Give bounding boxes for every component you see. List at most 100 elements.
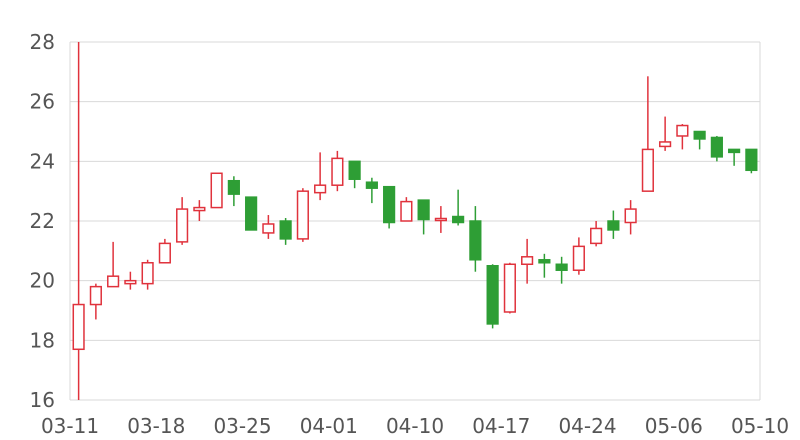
candle-body-up bbox=[503, 263, 516, 313]
candle-layer bbox=[72, 42, 758, 400]
candle-body-down bbox=[745, 148, 758, 172]
candle-body-up bbox=[72, 303, 85, 351]
candle bbox=[728, 148, 741, 166]
candle-body-up bbox=[572, 245, 585, 271]
candle bbox=[365, 177, 378, 204]
candle-body-down bbox=[538, 259, 551, 264]
candle bbox=[400, 197, 413, 222]
candle bbox=[624, 200, 637, 235]
candle bbox=[486, 264, 499, 329]
candle-body-up bbox=[659, 141, 672, 148]
candle-body-down bbox=[383, 185, 396, 224]
candle-body-up bbox=[296, 190, 309, 240]
candle bbox=[227, 176, 240, 207]
candle-body-up bbox=[400, 200, 413, 222]
candle-body-up bbox=[89, 285, 102, 306]
candle-body-up bbox=[624, 208, 637, 224]
candle bbox=[348, 160, 361, 189]
candle-body-down bbox=[279, 220, 292, 240]
candle bbox=[210, 172, 223, 209]
candle bbox=[72, 42, 85, 400]
y-tick-label: 16 bbox=[30, 388, 55, 412]
candle-body-down bbox=[348, 160, 361, 180]
x-tick-label: 05-06 bbox=[645, 414, 703, 438]
y-tick-label: 22 bbox=[30, 209, 55, 233]
candle bbox=[710, 135, 723, 162]
candle bbox=[331, 150, 344, 192]
y-tick-label: 18 bbox=[30, 328, 55, 352]
candle bbox=[176, 197, 189, 245]
candle-body-up bbox=[107, 275, 120, 288]
candle-body-up bbox=[176, 208, 189, 243]
candle bbox=[607, 210, 620, 239]
candle-body-up bbox=[158, 242, 171, 264]
candle-body-down bbox=[710, 136, 723, 158]
candle-body-up bbox=[314, 184, 327, 194]
candle-body-down bbox=[693, 130, 706, 140]
candle-body-down bbox=[227, 179, 240, 195]
candle bbox=[538, 253, 551, 278]
candle bbox=[383, 185, 396, 229]
candle-body-up bbox=[590, 227, 603, 245]
candle-body-up bbox=[124, 279, 137, 285]
candle bbox=[279, 218, 292, 245]
candle-body-up bbox=[521, 256, 534, 266]
grid-layer bbox=[69, 41, 761, 401]
candle-body-down bbox=[486, 265, 499, 325]
candle-body-down bbox=[452, 215, 465, 224]
candle-body-down bbox=[607, 220, 620, 231]
axis-layer: 16 18 20 22 24 26 28 03-11 03-18 03-25 04-01 04-10 0… bbox=[30, 30, 790, 438]
candle bbox=[503, 262, 516, 314]
x-tick-label: 03-11 bbox=[41, 414, 99, 438]
x-tick-label: 04-24 bbox=[558, 414, 616, 438]
candle bbox=[124, 271, 137, 290]
candle-body-up bbox=[262, 223, 275, 234]
candle-body-up bbox=[210, 172, 223, 209]
candle bbox=[745, 148, 758, 174]
candle bbox=[296, 188, 309, 242]
candle-body-up bbox=[641, 148, 654, 192]
candle-body-up bbox=[434, 217, 447, 222]
candle bbox=[158, 238, 171, 264]
candle bbox=[193, 200, 206, 221]
candle-body-down bbox=[469, 220, 482, 261]
x-tick-label: 04-01 bbox=[300, 414, 358, 438]
candle bbox=[659, 116, 672, 151]
x-tick-label: 04-17 bbox=[472, 414, 530, 438]
candle-body-down bbox=[245, 196, 258, 231]
y-tick-label: 28 bbox=[30, 30, 55, 54]
x-tick-label: 05-10 bbox=[731, 414, 789, 438]
candle bbox=[452, 189, 465, 226]
candle-body-up bbox=[193, 206, 206, 212]
y-tick-label: 24 bbox=[30, 149, 55, 173]
candle-body-down bbox=[417, 199, 430, 221]
candle bbox=[521, 238, 534, 284]
candle bbox=[434, 206, 447, 233]
candle-body-up bbox=[331, 157, 344, 186]
x-tick-label: 03-25 bbox=[213, 414, 271, 438]
candle bbox=[417, 199, 430, 235]
candle bbox=[572, 237, 585, 275]
candle bbox=[89, 283, 102, 320]
candle-body-down bbox=[728, 148, 741, 154]
y-tick-label: 20 bbox=[30, 269, 55, 293]
candle bbox=[262, 215, 275, 239]
candle-body-up bbox=[676, 124, 689, 137]
y-tick-label: 26 bbox=[30, 90, 55, 114]
candle bbox=[245, 196, 258, 231]
candle bbox=[314, 152, 327, 201]
candle bbox=[555, 256, 568, 284]
candle bbox=[469, 206, 482, 272]
candle bbox=[693, 130, 706, 150]
x-tick-label: 04-10 bbox=[386, 414, 444, 438]
candle bbox=[641, 76, 654, 192]
x-tick-label: 03-18 bbox=[127, 414, 185, 438]
candle bbox=[107, 241, 120, 288]
candle bbox=[590, 221, 603, 247]
candle-body-down bbox=[365, 181, 378, 189]
candle-body-down bbox=[555, 263, 568, 271]
candle bbox=[676, 124, 689, 150]
candle-body-up bbox=[141, 262, 154, 285]
